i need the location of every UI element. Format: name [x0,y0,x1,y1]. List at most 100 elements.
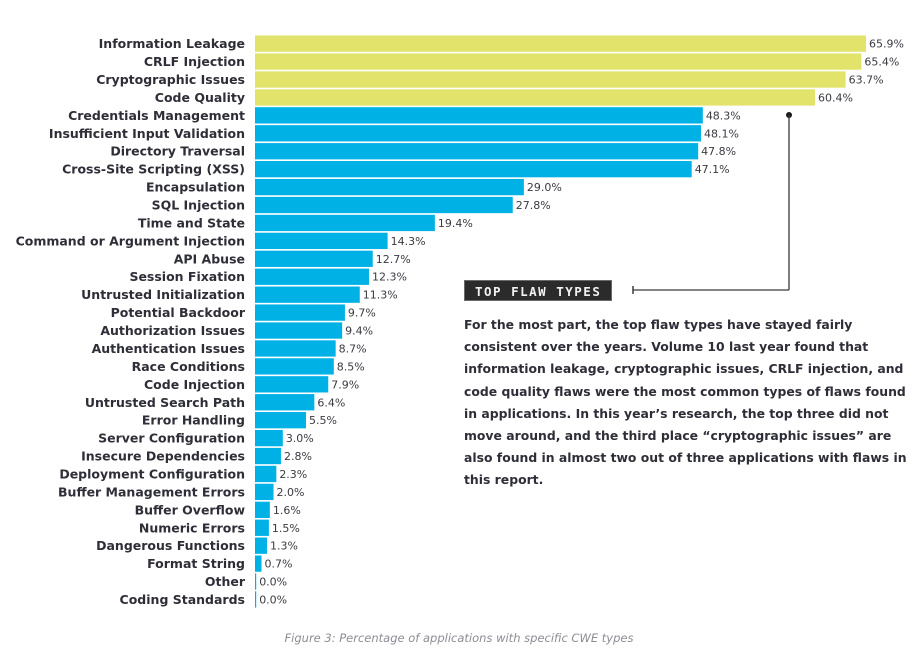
category-label: Encapsulation [146,180,245,195]
value-label: 2.3% [279,468,307,481]
bar [255,196,513,214]
value-label: 1.5% [272,522,300,535]
bar-row: Other 0.0% [205,573,287,590]
category-label: CRLF Injection [144,54,245,69]
bar [255,214,435,232]
bar-row: Directory Traversal 47.8% [110,143,736,160]
category-label: API Abuse [174,251,245,266]
bar-row: Server Configuration 3.0% [98,429,314,447]
bar [255,394,315,411]
value-label: 3.0% [286,432,314,445]
value-label: 9.4% [345,325,373,338]
bar-row: Untrusted Search Path 6.4% [85,394,345,411]
bar-row: Session Fixation 12.3% [129,268,407,285]
bar-row: Authorization Issues 9.4% [100,322,373,339]
bar [255,286,360,303]
bar-row: Information Leakage 65.9% [99,35,904,52]
callout-title: TOP FLAW TYPES [464,280,613,301]
bar-row: Buffer Management Errors 2.0% [58,483,305,501]
bar-row: Deployment Configuration 2.3% [59,465,307,483]
category-label: Buffer Management Errors [58,484,245,499]
bar-row: Cryptographic Issues 63.7% [96,71,884,88]
bars-layer: Information Leakage 65.9% CRLF Injection 65… [16,35,904,608]
category-label: Authorization Issues [100,323,245,338]
bar [255,412,306,429]
bar [255,250,373,267]
bar-row: Time and State 19.4% [138,214,473,232]
value-label: 11.3% [363,289,398,302]
bar [255,107,703,124]
value-label: 29.0% [527,181,562,194]
bar-row: Cross-Site Scripting (XSS) 47.1% [62,161,730,178]
category-label: Insufficient Input Validation [49,126,245,141]
value-label: 0.7% [264,558,292,571]
bar-row: Encapsulation 29.0% [146,178,562,196]
category-label: Dangerous Functions [96,538,245,553]
category-label: Format String [147,556,245,571]
value-label: 9.7% [348,307,376,320]
category-label: Buffer Overflow [135,502,246,517]
bar [255,161,692,178]
value-label: 19.4% [438,217,473,230]
bar [255,89,816,106]
category-label: Cryptographic Issues [96,72,245,87]
category-label: Error Handling [142,413,245,428]
value-label: 7.9% [331,378,359,391]
bar-row: Insufficient Input Validation 48.1% [49,125,739,142]
value-label: 2.0% [277,486,305,499]
category-label: Time and State [138,215,245,230]
bar-row: Race Conditions 8.5% [132,358,365,375]
bar [255,537,268,554]
value-label: 8.7% [339,342,367,355]
bar [255,322,343,339]
bar-row: Command or Argument Injection 14.3% [16,232,426,250]
value-label: 1.3% [270,540,298,553]
value-label: 0.0% [259,576,287,589]
value-label: 12.7% [376,253,411,266]
value-label: 8.5% [337,360,365,373]
bar-row: Format String 0.7% [147,555,292,572]
category-label: Directory Traversal [110,144,245,159]
value-label: 63.7% [849,74,884,87]
category-label: Session Fixation [129,269,245,284]
value-label: 5.5% [309,414,337,427]
bar-row: CRLF Injection 65.4% [144,53,899,70]
bar-row: Authentication Issues 8.7% [92,340,367,357]
value-label: 48.3% [706,109,741,122]
value-label: 27.8% [516,199,551,212]
bar [255,232,388,250]
category-label: Numeric Errors [139,520,245,535]
bar [255,268,370,285]
bar-row: Error Handling 5.5% [142,412,337,429]
bar-row: Credentials Management 48.3% [68,107,741,124]
bar-row: Untrusted Initialization 11.3% [81,286,398,303]
bar [255,376,329,393]
category-label: Information Leakage [99,36,245,51]
value-label: 1.6% [273,504,301,517]
category-label: Authentication Issues [92,341,245,356]
category-label: Race Conditions [132,359,245,374]
category-label: Deployment Configuration [59,466,245,481]
callout-connector [632,112,792,294]
category-label: SQL Injection [152,198,245,213]
value-label: 2.8% [284,450,312,463]
bar [255,501,270,518]
category-label: Credentials Management [68,108,245,123]
bar [255,519,269,536]
bar [255,304,345,321]
category-label: Untrusted Search Path [85,395,245,410]
category-label: Code Quality [155,90,245,105]
bar-row: Coding Standards 0.0% [120,591,287,608]
category-label: Server Configuration [98,431,245,446]
bar [255,555,262,572]
bar [255,447,281,465]
bar [255,125,701,142]
bar [255,143,699,160]
category-label: Untrusted Initialization [81,287,245,302]
bar-row: Insecure Dependencies 2.8% [81,447,312,465]
category-label: Coding Standards [120,592,245,607]
category-label: Insecure Dependencies [81,449,245,464]
bar [255,358,334,375]
figure-caption: Figure 3: Percentage of applications wit… [284,631,634,645]
bar [255,573,257,590]
